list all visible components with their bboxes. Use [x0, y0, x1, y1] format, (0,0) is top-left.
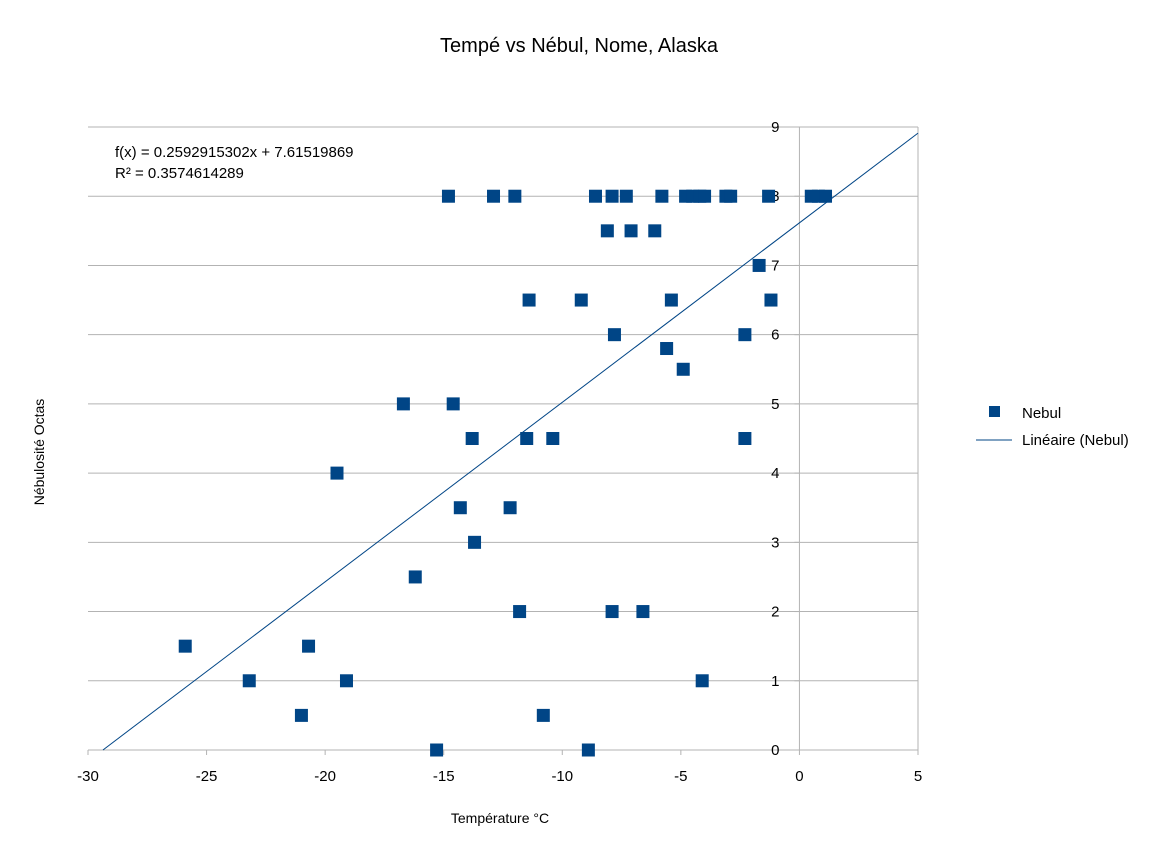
y-tick-label: 5	[771, 396, 779, 413]
data-point	[607, 328, 621, 342]
data-point	[738, 432, 752, 445]
data-point	[242, 674, 256, 688]
data-point	[503, 501, 517, 515]
y-tick-label: 4	[771, 465, 779, 482]
x-tick-label: 0	[795, 768, 803, 785]
data-point	[522, 293, 536, 307]
data-point	[738, 328, 752, 342]
data-point	[648, 224, 662, 238]
legend-label-trendline: Linéaire (Nebul)	[1022, 432, 1129, 449]
x-tick-label: -10	[551, 768, 573, 785]
data-points	[178, 189, 833, 757]
data-point	[453, 501, 467, 515]
axes	[88, 127, 919, 751]
data-point	[396, 397, 410, 411]
x-tick-label: 5	[914, 768, 922, 785]
data-point	[468, 535, 482, 549]
gridlines	[88, 126, 918, 682]
equation-label: f(x) = 0.2592915302x + 7.61519869	[115, 144, 354, 161]
data-point	[764, 293, 778, 307]
data-point	[698, 189, 712, 203]
legend-label-nebul: Nebul	[1022, 405, 1061, 422]
legend: Nebul Linéaire (Nebul)	[976, 405, 1129, 449]
data-point	[624, 224, 638, 238]
x-axis-label: Température °C	[451, 810, 549, 826]
data-point	[605, 605, 619, 619]
y-tick-label: 0	[771, 742, 779, 759]
y-axis-ticks: 0 1 2 3 4 5 6 7 8 9	[771, 119, 800, 759]
data-point	[588, 189, 602, 203]
y-tick-label: 3	[771, 534, 779, 551]
data-point	[574, 293, 588, 307]
data-point	[508, 189, 522, 203]
data-point	[660, 342, 674, 356]
data-point	[546, 432, 560, 445]
x-tick-label: -25	[196, 768, 218, 785]
data-point	[408, 570, 422, 584]
data-point	[302, 639, 316, 653]
x-tick-label: -15	[433, 768, 455, 785]
data-point	[520, 432, 534, 445]
data-point	[600, 224, 614, 238]
data-point	[655, 189, 669, 203]
data-point	[605, 189, 619, 203]
trendline-layer	[102, 132, 919, 751]
data-point	[724, 189, 738, 203]
x-tick-label: -5	[674, 768, 687, 785]
data-point	[441, 189, 455, 203]
data-point	[446, 397, 460, 411]
chart-title: Tempé vs Nébul, Nome, Alaska	[440, 35, 719, 57]
data-point	[819, 189, 833, 203]
data-point	[762, 189, 776, 203]
y-tick-label: 7	[771, 257, 779, 274]
data-point	[752, 258, 766, 272]
data-point	[513, 605, 527, 619]
r-squared-label: R² = 0.3574614289	[115, 165, 244, 182]
y-tick-label: 8	[771, 188, 779, 205]
data-point	[619, 189, 633, 203]
legend-marker-nebul	[989, 406, 1000, 417]
data-point	[581, 743, 595, 757]
y-tick-label: 1	[771, 673, 779, 690]
x-tick-label: -20	[314, 768, 336, 785]
data-point	[636, 605, 650, 619]
data-point	[178, 639, 192, 653]
data-point	[487, 189, 501, 203]
x-axis-ticks: -30 -25 -20 -15 -10 -5 0 5	[77, 750, 922, 785]
y-tick-label: 9	[771, 119, 779, 136]
data-point	[676, 362, 690, 376]
data-point	[695, 674, 709, 688]
data-point	[430, 743, 444, 757]
data-point	[330, 466, 344, 480]
y-tick-label: 6	[771, 327, 779, 344]
data-point	[294, 708, 308, 722]
x-tick-label: -30	[77, 768, 99, 785]
data-point	[536, 708, 550, 722]
y-tick-label: 2	[771, 604, 779, 621]
data-point	[465, 432, 479, 445]
y-axis-label: Nébulosité Octas	[31, 399, 47, 506]
data-point	[664, 293, 678, 307]
data-point	[339, 674, 353, 688]
trendline	[102, 132, 919, 751]
